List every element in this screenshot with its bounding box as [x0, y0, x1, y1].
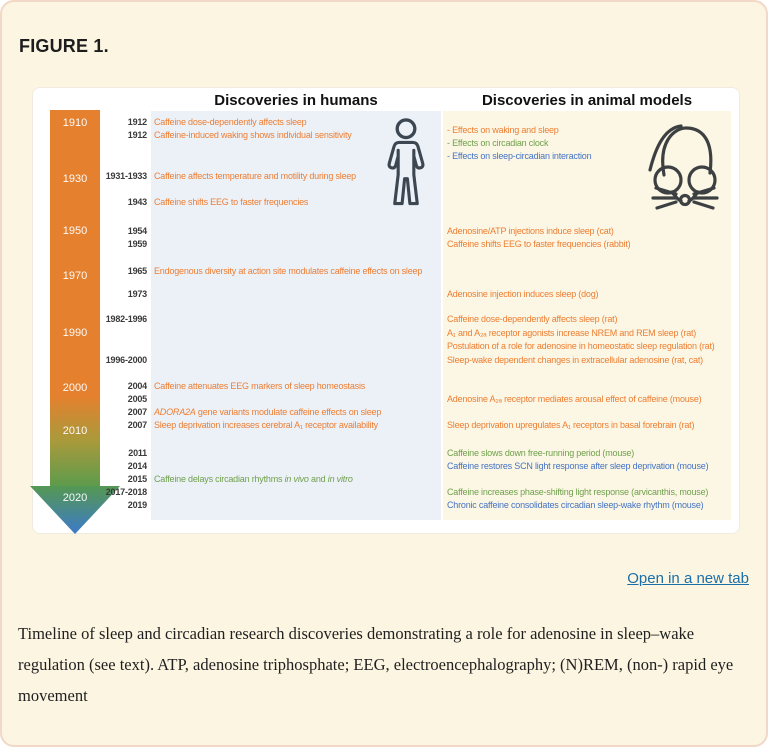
timeline-decade-label: 1930 — [62, 173, 88, 185]
event-year-label: 1931-1933 — [105, 171, 147, 181]
figure-caption: Timeline of sleep and circadian research… — [18, 624, 734, 705]
human-column-background — [151, 111, 441, 520]
mouse-icon — [648, 124, 719, 210]
event-year-label: 1943 — [127, 197, 147, 207]
animal-legend: - Effects on waking and sleep - Effects o… — [447, 124, 592, 163]
timeline-event-animal: Postulation of a role for adenosine in h… — [447, 341, 715, 351]
timeline-event-animal: Sleep-wake dependent changes in extracel… — [447, 355, 703, 365]
timeline-event-human: Endogenous diversity at action site modu… — [154, 266, 423, 276]
timeline-event-human: Caffeine affects temperature and motilit… — [154, 171, 356, 181]
timeline-event-human: Caffeine-induced waking shows individual… — [154, 130, 352, 140]
timeline-decade-label: 1910 — [62, 117, 88, 129]
timeline-event-animal: Adenosine/ATP injections induce sleep (c… — [447, 226, 614, 236]
event-year-label: 2017-2018 — [105, 487, 147, 497]
timeline-decade-label: 2000 — [62, 382, 88, 394]
timeline-event-animal: A₁ and A₂ₐ receptor agonists increase NR… — [447, 328, 697, 338]
timeline-event-animal: Caffeine slows down free-running period … — [447, 448, 635, 458]
human-column-header: Discoveries in humans — [214, 92, 378, 109]
event-year-label: 2004 — [127, 381, 147, 391]
event-year-label: 1982-1996 — [105, 314, 147, 324]
timeline-event-animal: Sleep deprivation upregulates A₁ recepto… — [447, 420, 695, 430]
timeline-arrow-shaft — [50, 110, 100, 486]
event-year-label: 2011 — [128, 448, 147, 458]
event-year-label: 1973 — [127, 289, 147, 299]
timeline-decade-label: 1990 — [62, 327, 88, 339]
event-year-label: 2014 — [127, 461, 147, 471]
event-year-label: 1996-2000 — [105, 355, 147, 365]
legend-item: - Effects on circadian clock — [447, 138, 549, 148]
event-year-label: 1954 — [127, 226, 147, 236]
figure-label: FIGURE 1. — [19, 36, 109, 56]
timeline-decade-label: 2020 — [62, 492, 88, 504]
animal-column-header: Discoveries in animal models — [481, 92, 693, 109]
figure-panel: Discoveries in humans Discoveries in ani… — [30, 87, 740, 534]
event-year-label: 1959 — [127, 239, 147, 249]
event-year-label: 2015 — [127, 474, 147, 484]
event-year-label: 1912 — [127, 130, 147, 140]
timeline-event-animal: Adenosine injection induces sleep (dog) — [447, 289, 599, 299]
legend-item: - Effects on waking and sleep — [447, 125, 559, 135]
timeline-decade-label: 1950 — [62, 225, 88, 237]
timeline-event-human: Caffeine delays circadian rhythms in viv… — [154, 474, 353, 484]
timeline-decade-label: 2010 — [62, 425, 88, 437]
person-icon — [387, 118, 425, 206]
event-year-label: 1965 — [127, 266, 147, 276]
timeline-event-human: Sleep deprivation increases cerebral A₁ … — [154, 420, 378, 430]
timeline-event-animal: Caffeine shifts EEG to faster frequencie… — [447, 239, 631, 249]
timeline-event-human: Caffeine attenuates EEG markers of sleep… — [154, 381, 366, 391]
legend-item: - Effects on sleep-circadian interaction — [447, 151, 592, 161]
timeline-event-animal: Chronic caffeine consolidates circadian … — [447, 500, 704, 510]
event-year-label: 2007 — [127, 407, 147, 417]
timeline-event-human: Caffeine shifts EEG to faster frequencie… — [154, 197, 309, 207]
timeline-event-human: ADORA2A gene variants modulate caffeine … — [154, 407, 382, 417]
event-year-label: 2019 — [127, 500, 147, 510]
open-in-new-tab-link[interactable]: Open in a new tab — [627, 570, 749, 587]
timeline-event-human: Caffeine dose-dependently affects sleep — [154, 117, 307, 127]
timeline-event-animal: Caffeine restores SCN light response aft… — [447, 461, 709, 471]
timeline-event-animal: Caffeine dose-dependently affects sleep … — [447, 314, 618, 324]
timeline-event-animal: Adenosine A₂ₐ receptor mediates arousal … — [447, 394, 702, 404]
animal-column-background — [443, 111, 731, 520]
event-year-label: 2007 — [127, 420, 147, 430]
event-year-label: 1912 — [127, 117, 147, 127]
event-year-label: 2005 — [127, 394, 147, 404]
timeline-decade-label: 1970 — [62, 270, 88, 282]
timeline-event-animal: Caffeine increases phase-shifting light … — [447, 487, 709, 497]
